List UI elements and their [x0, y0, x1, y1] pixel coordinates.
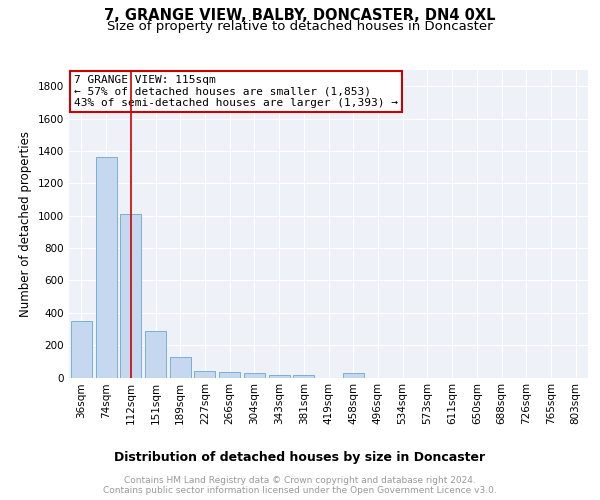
Text: Size of property relative to detached houses in Doncaster: Size of property relative to detached ho… — [107, 20, 493, 33]
Text: Distribution of detached houses by size in Doncaster: Distribution of detached houses by size … — [115, 451, 485, 464]
Bar — [170, 358, 191, 378]
Bar — [71, 321, 92, 378]
Text: Contains HM Land Registry data © Crown copyright and database right 2024.
Contai: Contains HM Land Registry data © Crown c… — [103, 476, 497, 496]
Bar — [244, 373, 265, 378]
Text: 7 GRANGE VIEW: 115sqm
← 57% of detached houses are smaller (1,853)
43% of semi-d: 7 GRANGE VIEW: 115sqm ← 57% of detached … — [74, 74, 398, 108]
Text: 7, GRANGE VIEW, BALBY, DONCASTER, DN4 0XL: 7, GRANGE VIEW, BALBY, DONCASTER, DN4 0X… — [104, 8, 496, 22]
Bar — [145, 332, 166, 378]
Bar — [293, 375, 314, 378]
Bar — [120, 214, 141, 378]
Bar — [343, 373, 364, 378]
Y-axis label: Number of detached properties: Number of detached properties — [19, 130, 32, 317]
Bar — [219, 372, 240, 378]
Bar — [194, 371, 215, 378]
Bar — [269, 374, 290, 378]
Bar — [95, 158, 116, 378]
